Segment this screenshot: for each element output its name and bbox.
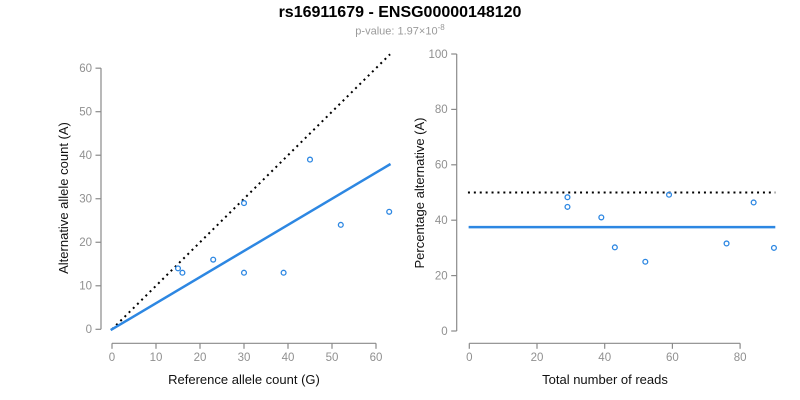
x-tick-label: 40: [598, 352, 611, 364]
x-tick-label: 50: [326, 352, 339, 364]
x-tick-label: 10: [150, 352, 163, 364]
identity-line: [111, 53, 391, 331]
y-tick-label: 30: [79, 194, 92, 206]
x-tick-label: 20: [531, 352, 544, 364]
data-point: [665, 191, 673, 198]
data-point: [564, 203, 571, 210]
x-tick-label: 40: [282, 352, 295, 364]
right-x-axis-title: Total number of reads: [542, 372, 668, 387]
y-tick-label: 20: [435, 270, 448, 282]
data-point: [770, 244, 777, 251]
fit-line: [110, 162, 392, 332]
data-point: [642, 258, 649, 265]
pvalue-text: p-value: 1.97×10: [355, 25, 438, 38]
data-point: [210, 256, 217, 263]
right-plot: 0 20 40 60 80 100 0 20 40 60 80: [429, 49, 777, 364]
data-point: [598, 214, 605, 221]
y-tick-label: 60: [79, 63, 92, 75]
pvalue-subtitle: p-value: 1.97×10-8: [0, 23, 800, 38]
x-tick-label: 20: [194, 352, 207, 364]
data-point: [174, 265, 182, 272]
data-point: [564, 194, 571, 201]
right-y-axis-title: Percentage alternative (A): [412, 117, 427, 269]
left-y-axis-title: Alternative allele count (A): [56, 122, 71, 274]
page-title: rs16911679 - ENSG00000148120: [278, 4, 522, 21]
x-tick-label: 60: [666, 352, 679, 364]
y-tick-label: 80: [435, 104, 448, 116]
data-point: [750, 199, 757, 206]
data-point: [723, 240, 730, 247]
data-point: [337, 221, 344, 228]
data-point: [240, 269, 248, 276]
y-tick-label: 0: [86, 324, 92, 336]
data-point: [280, 269, 287, 276]
data-point: [611, 244, 618, 251]
data-point: [386, 208, 393, 215]
x-tick-label: 60: [370, 352, 383, 364]
y-tick-label: 100: [429, 49, 448, 61]
left-x-axis-title: Reference allele count (G): [168, 372, 320, 387]
x-tick-label: 0: [466, 352, 472, 364]
x-tick-label: 0: [109, 352, 115, 364]
y-tick-label: 40: [435, 215, 448, 227]
y-tick-label: 20: [79, 237, 92, 249]
x-tick-label: 30: [238, 352, 251, 364]
pvalue-exponent: -8: [437, 23, 445, 32]
data-point: [306, 156, 314, 163]
data-point: [179, 269, 186, 276]
data-point: [240, 200, 248, 207]
y-tick-label: 60: [435, 160, 448, 172]
x-tick-label: 80: [734, 352, 747, 364]
left-plot: 0 10 20 30 40 50 60 0 10 20 30 40 50 60: [79, 53, 393, 364]
y-tick-label: 10: [79, 281, 92, 293]
y-tick-label: 40: [79, 150, 92, 162]
y-tick-label: 50: [79, 107, 92, 119]
y-tick-label: 0: [441, 326, 447, 338]
